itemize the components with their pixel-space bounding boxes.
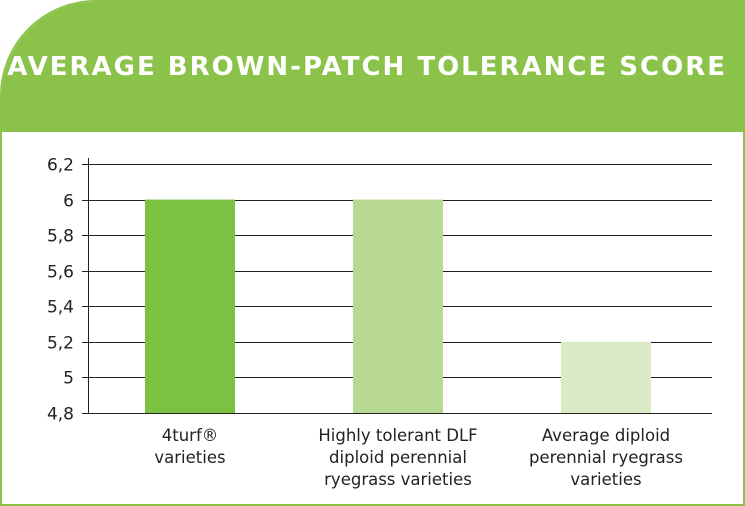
y-tick-label: 5,2: [47, 334, 74, 354]
y-tick-label: 5,8: [47, 227, 74, 247]
y-tick-label: 6,2: [47, 156, 74, 176]
bar: [145, 199, 235, 413]
x-category-label: Average diploid perennial ryegrass varieti…: [511, 425, 701, 491]
x-category-label-line: diploid perennial: [329, 448, 467, 467]
chart-title: AVERAGE BROWN-PATCH TOLERANCE SCORE: [7, 52, 727, 82]
y-tick-label: 4,8: [47, 405, 74, 425]
bar: [353, 199, 443, 413]
x-category-label-line: perennial ryegrass: [529, 448, 683, 467]
y-tick-label: 6: [63, 192, 74, 212]
x-category-label-line: varieties: [570, 470, 642, 489]
x-category-label-line: Highly tolerant DLF: [318, 426, 478, 445]
x-category-label: Highly tolerant DLF diploid perennial ryeg…: [303, 425, 493, 491]
x-category-label: 4turf® varieties: [95, 425, 285, 469]
y-tick-label: 5,6: [47, 263, 74, 283]
x-category-label-line: ryegrass varieties: [324, 470, 472, 489]
bar: [561, 341, 651, 413]
x-category-label-line: varieties: [154, 448, 226, 467]
chart-header: AVERAGE BROWN-PATCH TOLERANCE SCORE: [2, 2, 743, 132]
y-tick-label: 5: [63, 369, 74, 389]
y-tick-label: 5,4: [47, 298, 74, 318]
x-category-label-line: Average diploid: [541, 426, 671, 445]
x-category-label-line: 4turf®: [161, 426, 219, 445]
